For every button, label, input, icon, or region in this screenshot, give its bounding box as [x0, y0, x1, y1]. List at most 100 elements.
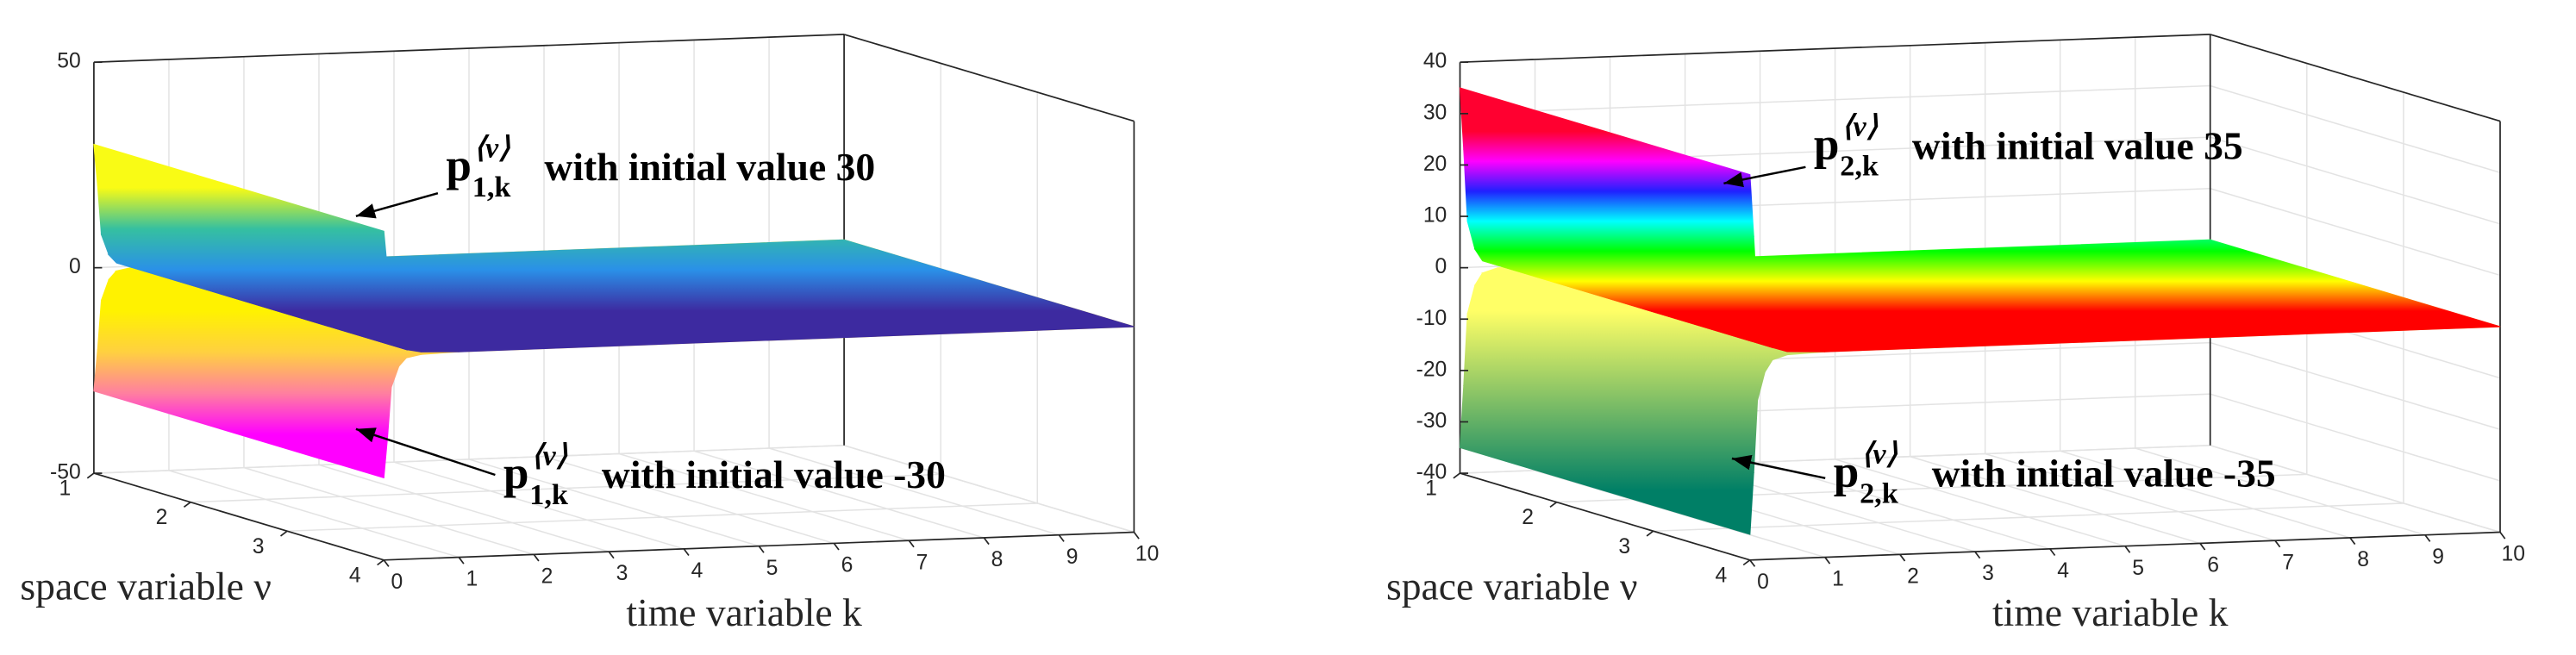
z-tick-label: 0 — [69, 255, 81, 278]
tick-mark — [2499, 531, 2506, 540]
tick-mark — [983, 537, 990, 546]
x-tick-label: 0 — [391, 571, 403, 594]
annotation-arrow — [1723, 165, 1806, 188]
y-tick-label: 2 — [156, 506, 168, 529]
annotation-text: with initial value 35 — [1912, 123, 2243, 167]
grid-line — [1985, 452, 2276, 541]
annotation-sub: 2,k — [1840, 150, 1879, 182]
x-tick-label: 2 — [1907, 565, 1919, 588]
annotation-arrow — [1731, 454, 1826, 480]
axis-line — [843, 34, 1135, 122]
x-tick-label: 2 — [541, 565, 553, 588]
x-axis-label: time variable k — [626, 590, 862, 634]
grid-line — [190, 473, 941, 503]
grid-line — [618, 452, 910, 541]
x-tick-label: 3 — [616, 562, 628, 585]
grid-line — [2210, 341, 2501, 431]
y-tick-label: 1 — [59, 477, 72, 501]
axis-line — [2210, 34, 2501, 122]
y-tick-label: 1 — [1425, 477, 1437, 501]
grid-line — [1910, 455, 2201, 545]
z-tick-label: -20 — [1416, 358, 1447, 381]
tick-mark — [908, 540, 915, 548]
tick-mark — [1453, 472, 1461, 479]
x-tick-label: 4 — [691, 559, 703, 583]
annotation-symbol: p — [1814, 118, 1840, 169]
x-tick-label: 1 — [466, 568, 478, 591]
tick-mark — [86, 472, 95, 479]
tick-mark — [833, 542, 840, 551]
tick-mark — [383, 559, 390, 567]
annotation-sup: ⟨ν⟩ — [474, 132, 511, 164]
tick-mark — [683, 548, 690, 556]
tick-mark — [758, 546, 765, 553]
annotation-sub: 2,k — [1860, 477, 1898, 509]
annotation-sup: ⟨ν⟩ — [531, 440, 568, 472]
y-axis-label: space variable ν — [1386, 564, 1637, 608]
y-tick-label: 3 — [1618, 535, 1630, 558]
axis-line — [93, 472, 385, 561]
tick-mark — [1824, 557, 1831, 565]
annotation-sup: ⟨ν⟩ — [1841, 111, 1879, 143]
grid-line — [2210, 393, 2501, 482]
tick-mark — [1749, 559, 1756, 567]
grid-line — [168, 470, 460, 558]
grid-line — [93, 445, 845, 474]
annotation-text: with initial value -30 — [602, 452, 946, 496]
x-tick-label: 6 — [841, 554, 853, 577]
tick-mark — [183, 501, 191, 508]
annotation-text: with initial value 30 — [544, 145, 875, 189]
grid-line — [243, 466, 535, 556]
tick-mark — [1646, 530, 1654, 537]
tick-mark — [1899, 553, 1906, 562]
tick-mark — [1742, 559, 1751, 566]
tick-mark — [2199, 542, 2206, 551]
y-axis-label: space variable ν — [20, 564, 271, 608]
tick-mark — [1133, 531, 1140, 540]
annotation-text: with initial value -35 — [1932, 451, 2276, 495]
grid-line — [1760, 461, 2051, 550]
axis-line — [1460, 472, 1751, 561]
annotation-symbol: p — [1834, 446, 1860, 496]
x-tick-label: 8 — [991, 548, 1004, 571]
tick-mark — [2349, 537, 2356, 546]
y-tick-label: 3 — [253, 535, 265, 558]
annotation-sub: 1,k — [529, 479, 568, 511]
tick-mark — [2124, 546, 2131, 553]
grid-line — [2210, 136, 2501, 225]
annotation-arrow — [355, 427, 496, 477]
annotation-sup: ⟨ν⟩ — [1861, 439, 1898, 471]
annotation-symbol: p — [503, 447, 529, 498]
tick-mark — [608, 551, 615, 559]
grid-line — [287, 502, 1038, 532]
grid-line — [2210, 188, 2501, 277]
z-tick-label: 40 — [1423, 50, 1447, 73]
surface-patch — [1610, 239, 2501, 350]
z-tick-label: -40 — [1416, 461, 1447, 484]
tick-mark — [458, 557, 465, 565]
surface-patch — [243, 239, 1135, 350]
x-tick-label: 0 — [1757, 571, 1769, 594]
tick-mark — [2424, 534, 2431, 542]
grid-line — [318, 464, 610, 552]
y-tick-label: 2 — [1522, 506, 1534, 529]
tick-mark — [1058, 534, 1065, 542]
grid-line — [2210, 84, 2501, 173]
x-tick-label: 3 — [1982, 562, 1994, 585]
z-tick-label: 50 — [57, 50, 80, 73]
z-tick-label: 20 — [1423, 153, 1447, 176]
grid-line — [693, 450, 985, 539]
tick-mark — [279, 530, 288, 537]
z-tick-label: 10 — [1423, 204, 1447, 228]
grid-line — [768, 447, 1060, 536]
x-tick-label: 5 — [2132, 557, 2144, 580]
x-tick-label: 6 — [2207, 554, 2219, 577]
grid-line — [1835, 458, 2126, 547]
x-tick-label: 10 — [2501, 543, 2524, 566]
x-axis-label: time variable k — [1992, 590, 2229, 634]
tick-mark — [1974, 551, 1981, 559]
x-tick-label: 5 — [766, 557, 778, 580]
x-tick-label: 1 — [1832, 568, 1844, 591]
annotation-sub: 1,k — [472, 172, 511, 203]
